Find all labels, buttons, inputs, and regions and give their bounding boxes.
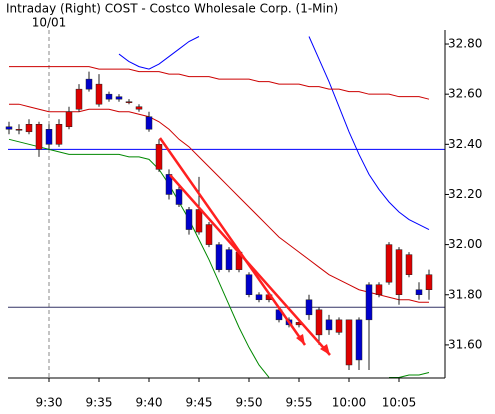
candle-body xyxy=(185,209,193,230)
trend-arrow xyxy=(169,174,331,356)
y-tick-label: 32.80 xyxy=(448,37,482,51)
overlay-line xyxy=(8,138,430,378)
candle-body xyxy=(55,124,63,145)
overlay-line xyxy=(118,36,430,231)
candle-body xyxy=(325,319,333,331)
candle-body xyxy=(15,129,23,131)
candle-body xyxy=(305,299,313,316)
overlay-line xyxy=(9,66,430,100)
arrow-head xyxy=(296,334,305,345)
candle-body xyxy=(205,224,213,245)
candle-body xyxy=(175,189,183,205)
candle-body xyxy=(95,83,103,105)
x-tick-label: 10:05 xyxy=(382,396,417,410)
x-tick-label: 9:50 xyxy=(236,396,263,410)
date-label: 10/01 xyxy=(32,16,67,30)
candle-body xyxy=(225,249,233,270)
candle-body xyxy=(125,101,133,103)
candle-body xyxy=(105,93,113,100)
candle-body xyxy=(355,319,363,361)
x-tick-label: 9:45 xyxy=(186,396,213,410)
candle-body xyxy=(315,309,323,336)
x-tick-label: 9:35 xyxy=(86,396,113,410)
candle-body xyxy=(395,249,403,296)
x-tick-label: 9:40 xyxy=(136,396,163,410)
overlays xyxy=(8,36,445,378)
candle-body xyxy=(335,319,343,333)
candles xyxy=(5,71,433,370)
candle-body xyxy=(215,244,223,270)
candle-body xyxy=(255,294,263,301)
candle-body xyxy=(345,319,353,366)
x-tick-label: 10:00 xyxy=(332,396,367,410)
candle-body xyxy=(425,274,433,290)
y-tick-label: 31.60 xyxy=(448,337,482,351)
candle-body xyxy=(5,126,13,130)
overlay-line xyxy=(9,103,429,303)
candle-body xyxy=(25,124,33,133)
candle-body xyxy=(165,174,173,195)
candle-body xyxy=(195,209,203,233)
y-tick-label: 32.20 xyxy=(448,187,482,201)
x-tick-label: 9:55 xyxy=(286,396,313,410)
candle-body xyxy=(385,244,393,283)
trend-arrows xyxy=(158,137,331,356)
y-tick-label: 32.00 xyxy=(448,237,482,251)
candle-body xyxy=(415,289,423,296)
candle-body xyxy=(245,274,253,296)
candle-body xyxy=(375,284,383,296)
candle-body xyxy=(65,111,73,128)
candle-body xyxy=(85,78,93,90)
candle-body xyxy=(75,88,83,110)
trend-arrow xyxy=(158,137,307,346)
arrow-head xyxy=(320,344,330,355)
y-tick-label: 32.40 xyxy=(448,137,482,151)
candle-body xyxy=(145,116,153,130)
candle-body xyxy=(135,106,143,110)
y-tick-label: 31.80 xyxy=(448,287,482,301)
candle-body xyxy=(155,144,163,170)
y-tick-label: 32.60 xyxy=(448,87,482,101)
candle-body xyxy=(405,254,413,275)
candle-body xyxy=(115,96,123,100)
candle-body xyxy=(365,284,373,321)
x-tick-label: 9:30 xyxy=(36,396,63,410)
candle-body xyxy=(45,129,53,145)
candle-body xyxy=(35,124,43,150)
chart-title: Intraday (Right) COST - Costco Wholesale… xyxy=(6,2,338,16)
